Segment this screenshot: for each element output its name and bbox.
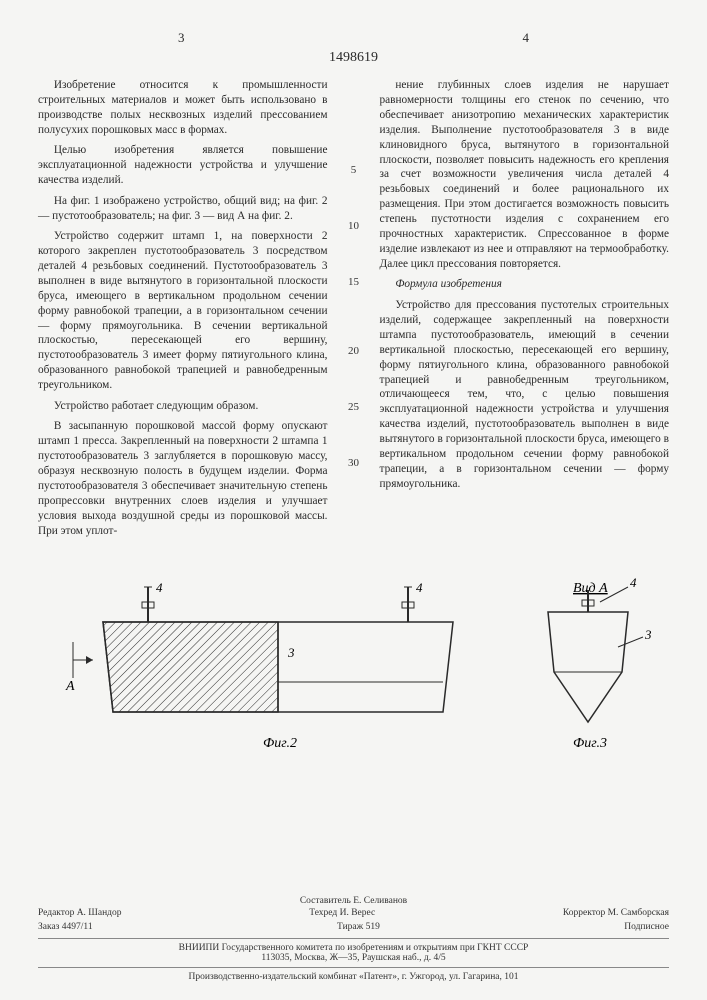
footer-tirazh: Тираж 519 [337, 922, 380, 932]
page: 3 4 1498619 Изобретение относится к пром… [0, 0, 707, 1000]
para: Устройство содержит штамп 1, на поверхно… [38, 229, 328, 393]
lineno: 10 [348, 219, 359, 234]
text-columns: Изобретение относится к промышленности с… [38, 78, 669, 544]
para: Устройство работает следующим образом. [38, 399, 328, 414]
footer-compiler: Составитель Е. Селиванов [38, 896, 669, 906]
lineno: 20 [348, 344, 359, 359]
figures-svg: A 3 4 4 Фиг.2 Вид А 4 [38, 572, 669, 772]
footer-order: Заказ 4497/11 [38, 922, 93, 932]
para: нение глубинных слоев изделия не нарушае… [380, 78, 670, 272]
ref-3: 3 [287, 645, 295, 660]
formula-header: Формула изобретения [380, 277, 670, 292]
fig3: Вид А 4 3 Фиг.3 [548, 575, 652, 751]
fig2: A 3 4 4 Фиг.2 [65, 580, 453, 751]
lineno: 15 [348, 275, 359, 290]
footer-editor: Редактор А. Шандор [38, 908, 122, 918]
para: В засыпанную порошковой массой форму опу… [38, 419, 328, 538]
patent-number: 1498619 [38, 50, 669, 66]
fig3-title: Вид А [573, 581, 608, 596]
footer-printer: Производственно-издательский комбинат «П… [38, 972, 669, 982]
figures-area: A 3 4 4 Фиг.2 Вид А 4 [38, 572, 669, 772]
fig3-ref-3: 3 [644, 627, 652, 642]
marker-a-label: A [65, 679, 75, 694]
footer-subscribe: Подписное [624, 922, 669, 932]
lineno: 5 [351, 163, 357, 178]
left-column: Изобретение относится к промышленности с… [38, 78, 328, 544]
right-column: нение глубинных слоев изделия не нарушае… [380, 78, 670, 544]
para: Изобретение относится к промышленности с… [38, 78, 328, 138]
footer-techred: Техред И. Верес [309, 908, 375, 918]
line-numbers: 5 10 15 20 25 30 [346, 78, 362, 544]
fig3-label: Фиг.3 [573, 736, 607, 751]
para: Целью изобретения является повышение экс… [38, 143, 328, 188]
footer-addr: 113035, Москва, Ж—35, Раушская наб., д. … [38, 953, 669, 963]
para: Устройство для прессования пустотелых ст… [380, 298, 670, 492]
fig3-ref-4: 4 [630, 575, 637, 590]
bolt-right [402, 587, 414, 622]
lineno: 30 [348, 456, 359, 471]
ref-4a: 4 [156, 580, 163, 595]
ref-4b: 4 [416, 580, 423, 595]
col-num-left: 3 [178, 30, 185, 46]
footer-org: ВНИИПИ Государственного комитета по изоб… [38, 943, 669, 953]
view-a-marker [73, 642, 93, 678]
col-num-right: 4 [523, 30, 530, 46]
lineno: 25 [348, 400, 359, 415]
para: На фиг. 1 изображено устройство, общий в… [38, 194, 328, 224]
fig2-label: Фиг.2 [263, 736, 297, 751]
bolt-left [142, 587, 154, 622]
footer: Составитель Е. Селиванов Редактор А. Шан… [38, 896, 669, 982]
footer-corrector: Корректор М. Самборская [563, 908, 669, 918]
